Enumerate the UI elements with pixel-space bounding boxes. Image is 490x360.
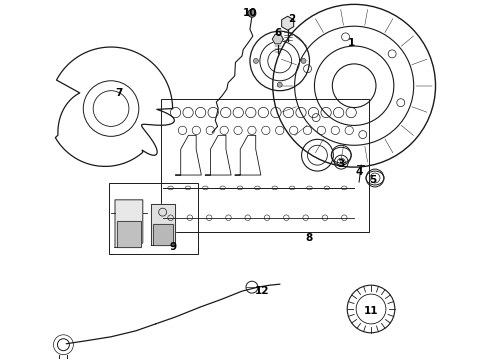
Text: 2: 2 bbox=[288, 14, 295, 24]
Text: 12: 12 bbox=[255, 286, 269, 296]
Bar bbox=[161, 99, 369, 231]
Text: 6: 6 bbox=[274, 28, 281, 38]
Circle shape bbox=[277, 82, 282, 87]
Text: 11: 11 bbox=[364, 306, 378, 316]
Polygon shape bbox=[115, 200, 143, 247]
Bar bbox=[109, 183, 198, 255]
Polygon shape bbox=[272, 34, 283, 44]
Text: 4: 4 bbox=[355, 167, 363, 177]
Circle shape bbox=[301, 58, 306, 63]
Text: 3: 3 bbox=[338, 159, 345, 169]
Text: 8: 8 bbox=[306, 233, 313, 243]
Circle shape bbox=[253, 58, 258, 63]
Circle shape bbox=[248, 9, 256, 17]
Text: 5: 5 bbox=[369, 175, 377, 185]
Text: 1: 1 bbox=[347, 38, 355, 48]
Text: 10: 10 bbox=[243, 8, 257, 18]
Polygon shape bbox=[117, 221, 141, 247]
Text: 7: 7 bbox=[115, 88, 122, 98]
Polygon shape bbox=[282, 16, 294, 30]
Polygon shape bbox=[153, 224, 172, 246]
Circle shape bbox=[277, 35, 282, 40]
Text: 9: 9 bbox=[169, 243, 176, 252]
Polygon shape bbox=[151, 204, 174, 246]
